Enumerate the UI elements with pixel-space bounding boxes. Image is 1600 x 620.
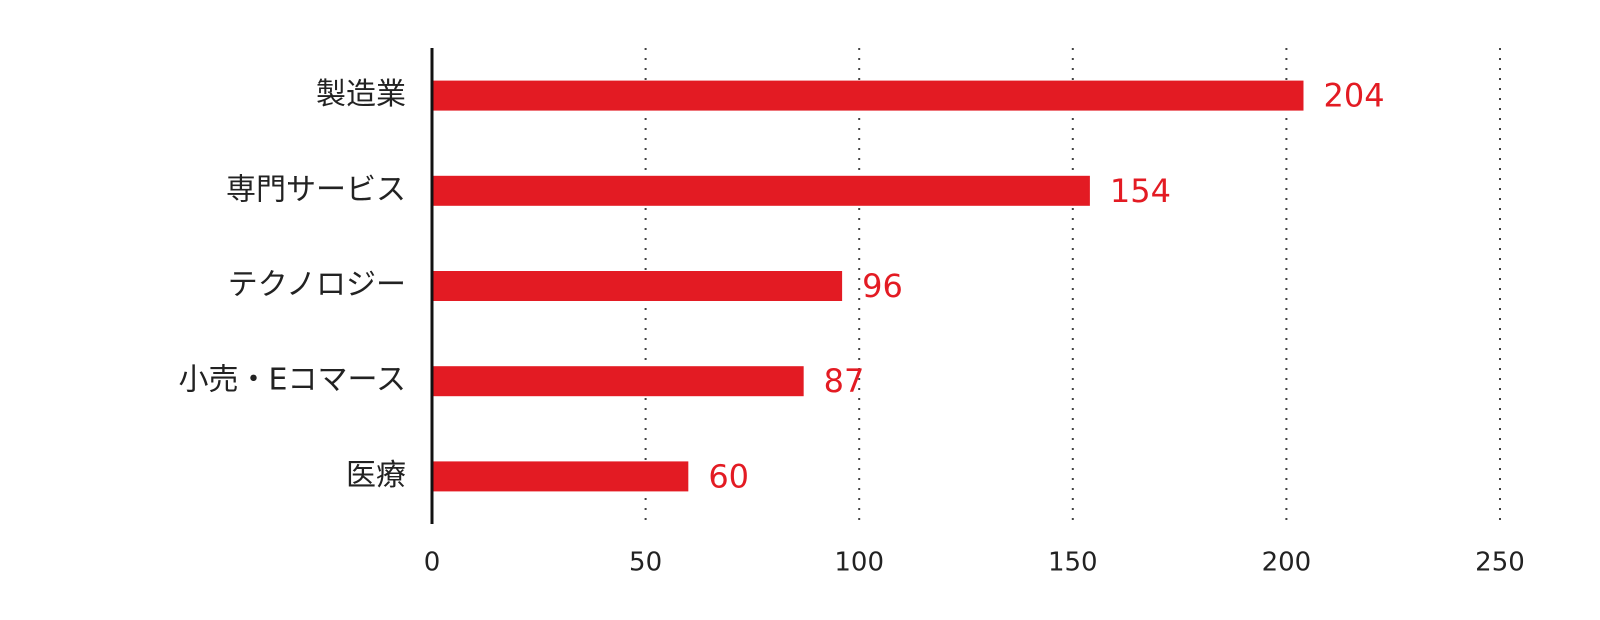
bar: [432, 271, 843, 301]
x-tick-label: 50: [629, 548, 662, 578]
y-tick-label: 製造業: [316, 77, 406, 112]
value-label: 96: [862, 267, 903, 305]
value-label: 204: [1323, 77, 1384, 115]
y-tick-label: 専門サービス: [226, 172, 406, 207]
x-tick-label: 250: [1475, 548, 1525, 578]
value-label: 154: [1110, 172, 1171, 210]
bar: [432, 80, 1304, 111]
y-tick-label: 医療: [346, 458, 406, 493]
value-label: 60: [708, 457, 749, 495]
value-label: 87: [824, 362, 865, 400]
bar: [432, 461, 689, 492]
y-tick-label: 小売・Eコマース: [179, 363, 406, 398]
y-tick-label: テクノロジー: [228, 268, 406, 303]
x-tick-label: 0: [424, 548, 441, 578]
bar: [432, 175, 1090, 206]
x-tick-label: 200: [1262, 548, 1312, 578]
x-tick-label: 150: [1048, 548, 1098, 578]
bar: [432, 366, 804, 397]
x-tick-label: 100: [834, 548, 884, 578]
